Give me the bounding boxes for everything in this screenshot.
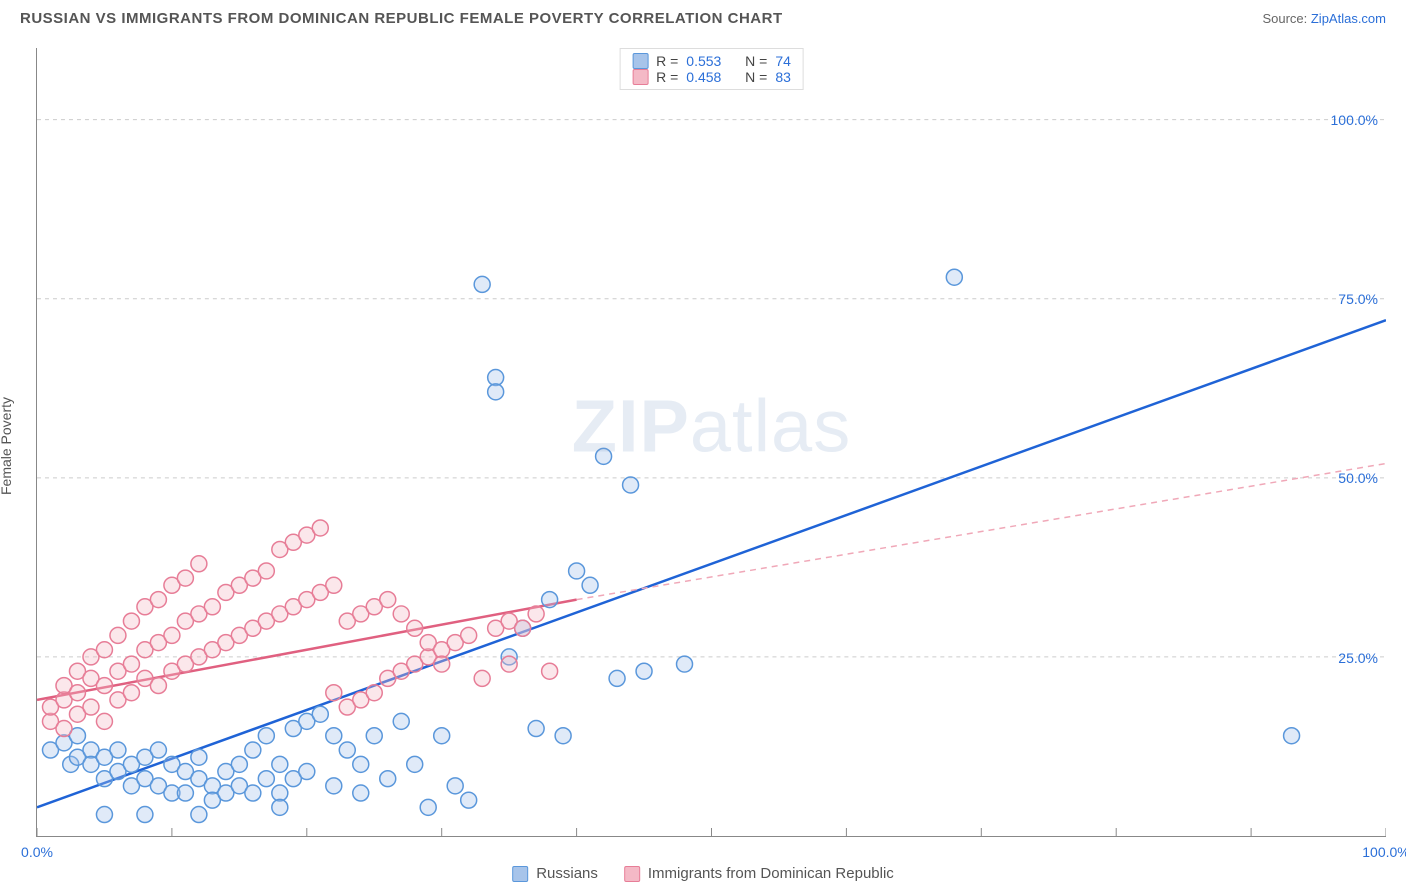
source-label: Source: (1262, 11, 1310, 26)
y-axis-label: Female Poverty (0, 397, 14, 495)
series-legend: Russians Immigrants from Dominican Repub… (512, 865, 894, 882)
source-attribution: Source: ZipAtlas.com (1262, 11, 1386, 26)
y-tick-label: 100.0% (1331, 112, 1378, 128)
swatch-dominican-icon (624, 866, 640, 882)
legend-label-dominican: Immigrants from Dominican Republic (648, 865, 894, 882)
legend-row-dominican: R = 0.458 N = 83 (632, 69, 791, 85)
y-tick-label: 50.0% (1338, 470, 1378, 486)
chart-title: RUSSIAN VS IMMIGRANTS FROM DOMINICAN REP… (20, 10, 783, 27)
watermark-bold: ZIP (572, 385, 690, 468)
legend-row-russians: R = 0.553 N = 74 (632, 53, 791, 69)
source-link[interactable]: ZipAtlas.com (1311, 11, 1386, 26)
r-value-russians: 0.553 (686, 53, 721, 69)
n-prefix: N = (745, 69, 767, 85)
y-tick-labels: 25.0% 50.0% 75.0% 100.0% (1326, 48, 1386, 837)
watermark-rest: atlas (690, 385, 851, 468)
r-prefix: R = (656, 53, 678, 69)
legend-label-russians: Russians (536, 865, 598, 882)
swatch-dominican (632, 69, 648, 85)
swatch-russians (632, 53, 648, 69)
watermark: ZIPatlas (572, 384, 851, 469)
y-tick-label: 25.0% (1338, 650, 1378, 666)
x-tick-label: 0.0% (21, 844, 53, 860)
n-value-russians: 74 (775, 53, 791, 69)
r-value-dominican: 0.458 (686, 69, 721, 85)
correlation-legend: R = 0.553 N = 74 R = 0.458 N = 83 (619, 48, 804, 90)
legend-item-russians: Russians (512, 865, 598, 882)
n-prefix: N = (745, 53, 767, 69)
swatch-russians-icon (512, 866, 528, 882)
legend-item-dominican: Immigrants from Dominican Republic (624, 865, 894, 882)
x-tick-label: 100.0% (1362, 844, 1406, 860)
chart-plot-area: ZIPatlas R = 0.553 N = 74 R = 0.458 N = … (36, 48, 1386, 837)
r-prefix: R = (656, 69, 678, 85)
n-value-dominican: 83 (775, 69, 791, 85)
y-tick-label: 75.0% (1338, 291, 1378, 307)
